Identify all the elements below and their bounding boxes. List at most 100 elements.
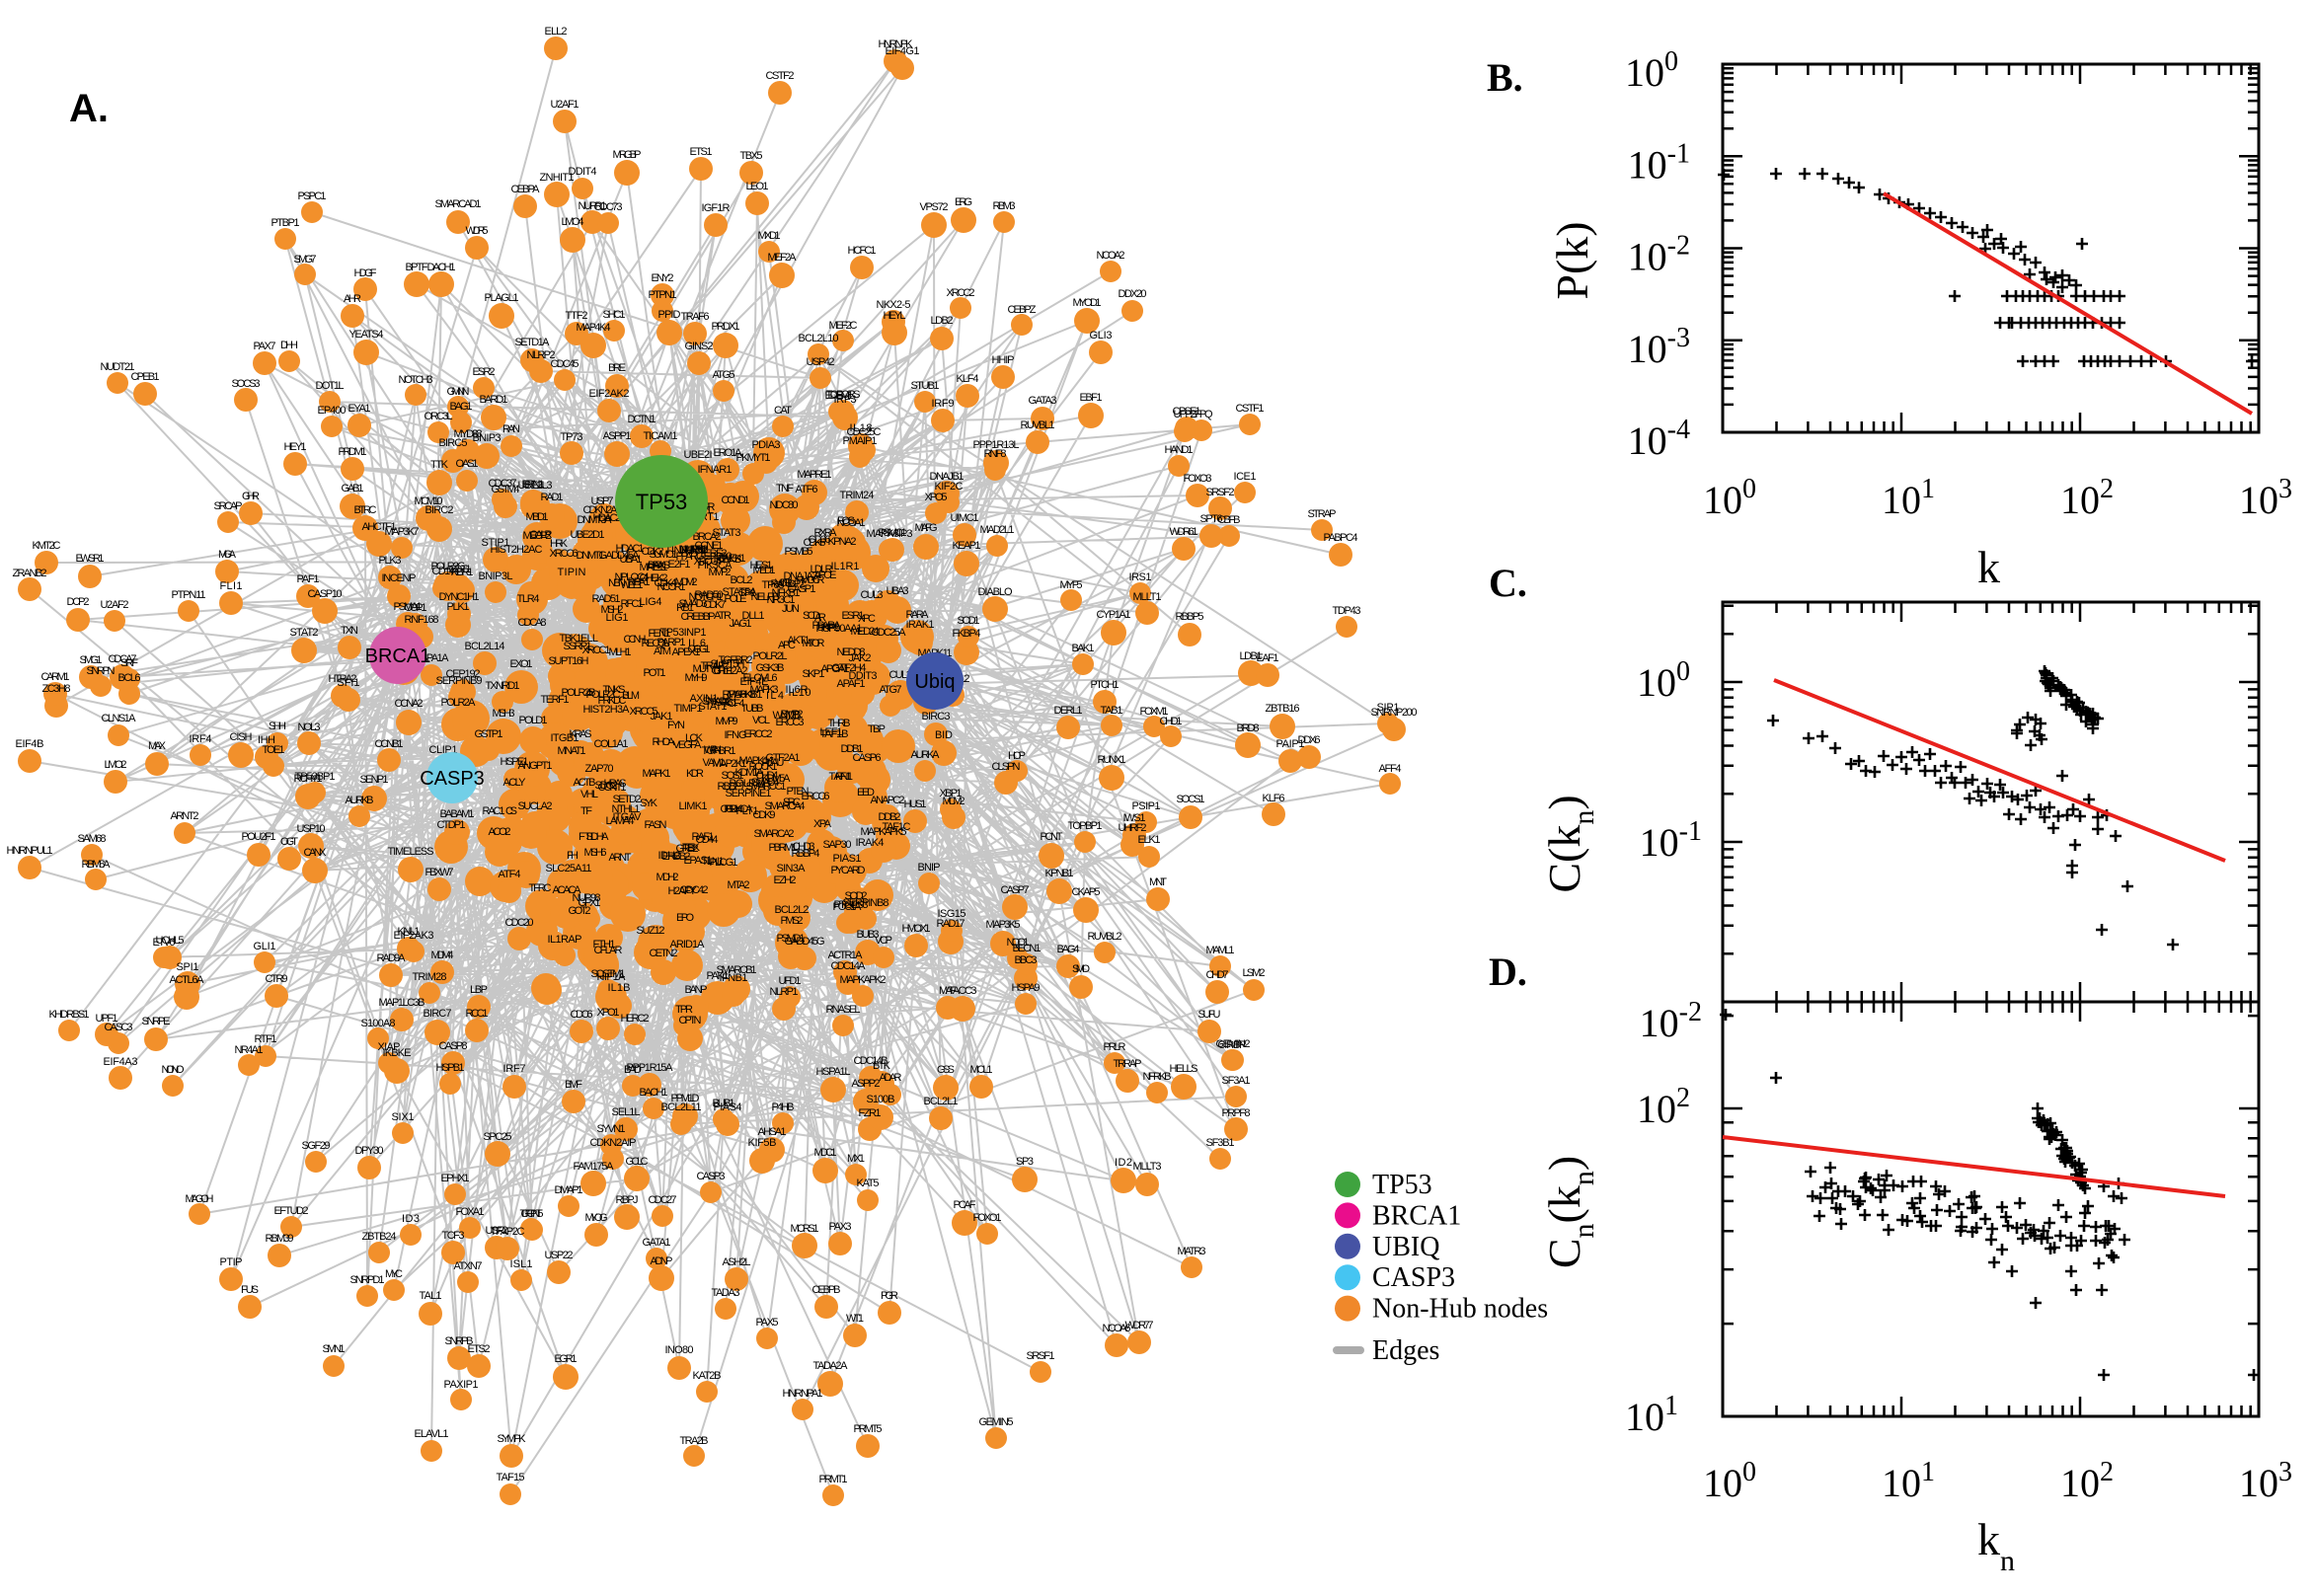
svg-text:NONO: NONO: [162, 1064, 185, 1076]
svg-text:LIG1: LIG1: [606, 612, 629, 624]
svg-text:CHD4: CHD4: [756, 770, 779, 782]
svg-text:CUL1: CUL1: [889, 669, 912, 681]
svg-text:PLK3: PLK3: [379, 555, 402, 567]
svg-text:TUBB: TUBB: [741, 703, 764, 715]
svg-text:LDB2: LDB2: [931, 315, 954, 327]
svg-text:ATG5: ATG5: [713, 369, 735, 381]
svg-text:PSMD1: PSMD1: [777, 933, 806, 945]
svg-text:GCN5: GCN5: [521, 1208, 544, 1220]
svg-text:PTEN: PTEN: [787, 786, 810, 798]
svg-text:USF2: USF2: [486, 1225, 508, 1237]
svg-text:IL4: IL4: [766, 690, 784, 702]
svg-text:TFPT: TFPT: [520, 1208, 543, 1220]
svg-text:SGF29: SGF29: [302, 1140, 331, 1152]
svg-text:NOL3: NOL3: [298, 722, 321, 733]
svg-text:BABAM1: BABAM1: [440, 808, 475, 820]
svg-text:SUCLA2: SUCLA2: [518, 800, 553, 812]
svg-text:GCLC: GCLC: [626, 1156, 649, 1168]
svg-text:ID3: ID3: [402, 1213, 420, 1225]
svg-text:DHH: DHH: [280, 340, 298, 351]
svg-text:ATF6: ATF6: [796, 484, 818, 495]
svg-text:101: 101: [1882, 1457, 1935, 1505]
svg-text:KDM1A: KDM1A: [735, 767, 765, 779]
svg-text:SQSTM1: SQSTM1: [591, 968, 626, 980]
svg-text:CISH: CISH: [230, 731, 253, 743]
svg-text:BRD8: BRD8: [1237, 722, 1260, 734]
svg-text:NCOA6: NCOA6: [1103, 1323, 1131, 1334]
svg-text:JAK2: JAK2: [849, 652, 872, 664]
svg-text:XPA: XPA: [813, 818, 832, 830]
svg-text:BCL2L10: BCL2L10: [799, 333, 839, 344]
svg-text:EPHX1: EPHX1: [441, 1173, 470, 1184]
svg-text:BCL6: BCL6: [118, 672, 141, 684]
svg-text:ETS2: ETS2: [468, 1343, 491, 1355]
svg-text:BIRC7: BIRC7: [424, 1008, 452, 1020]
svg-text:ETS1: ETS1: [690, 146, 713, 158]
svg-text:SKP1: SKP1: [803, 668, 825, 680]
svg-text:SMARCC1: SMARCC1: [746, 781, 787, 793]
svg-text:ARNT: ARNT: [609, 852, 632, 864]
svg-text:RUVBL2: RUVBL2: [1088, 931, 1122, 943]
svg-text:UPF1: UPF1: [96, 1013, 118, 1025]
svg-text:SYVN1: SYVN1: [597, 1123, 626, 1135]
svg-text:GTF2H4: GTF2H4: [832, 662, 867, 674]
svg-text:BIRC5: BIRC5: [439, 437, 468, 449]
svg-text:UHRF1: UHRF1: [679, 544, 708, 556]
svg-text:UBA3: UBA3: [887, 585, 909, 597]
svg-text:CDC14B: CDC14B: [854, 1055, 888, 1067]
svg-text:HDAC1: HDAC1: [616, 543, 645, 555]
svg-text:AHSA1: AHSA1: [758, 1126, 787, 1138]
svg-text:ISL1: ISL1: [510, 1258, 533, 1270]
svg-text:SFI1: SFI1: [338, 677, 360, 689]
svg-text:ISG15: ISG15: [938, 908, 966, 920]
svg-text:CD14: CD14: [432, 566, 455, 577]
svg-text:PGR: PGR: [881, 1290, 898, 1302]
svg-text:AURKA: AURKA: [911, 749, 941, 761]
svg-text:PTPN11: PTPN11: [172, 589, 206, 601]
svg-text:PTBP1: PTBP1: [271, 217, 300, 229]
svg-text:TP63: TP63: [762, 579, 785, 591]
svg-text:RPA1: RPA1: [628, 576, 651, 588]
svg-text:FLT1: FLT1: [736, 805, 759, 817]
svg-text:BRCA2: BRCA2: [693, 531, 722, 543]
svg-text:DCTN1: DCTN1: [628, 414, 656, 425]
svg-text:10-1: 10-1: [1628, 138, 1690, 187]
svg-text:TCF3: TCF3: [442, 1230, 465, 1242]
svg-text:FKBP4: FKBP4: [953, 628, 981, 640]
svg-text:BID: BID: [935, 729, 953, 741]
svg-text:CCNT1: CCNT1: [598, 782, 627, 794]
svg-text:TAF15: TAF15: [497, 1472, 525, 1483]
svg-text:P(k): P(k): [1547, 221, 1597, 299]
svg-text:APOE: APOE: [814, 570, 837, 581]
svg-text:TERF1: TERF1: [541, 694, 570, 706]
svg-text:ROCK1: ROCK1: [749, 761, 778, 773]
svg-text:PBRM1: PBRM1: [769, 842, 798, 854]
svg-text:CYP1A1: CYP1A1: [1097, 609, 1131, 621]
svg-text:HSPA1L: HSPA1L: [816, 1066, 851, 1078]
svg-text:APEX1: APEX1: [672, 646, 701, 658]
svg-text:PIAS1: PIAS1: [833, 853, 862, 865]
svg-text:EIF2AK2: EIF2AK2: [589, 388, 630, 400]
svg-text:MNT: MNT: [1149, 876, 1167, 888]
svg-text:D.: D.: [1489, 950, 1527, 994]
svg-text:KDR: KDR: [686, 768, 704, 780]
svg-text:FBXW7: FBXW7: [425, 867, 454, 878]
svg-text:XPO5: XPO5: [925, 492, 948, 503]
svg-text:DDIT3: DDIT3: [849, 670, 878, 682]
svg-text:BIK: BIK: [873, 1060, 891, 1072]
svg-text:RECQL: RECQL: [642, 638, 670, 649]
svg-text:SPC25: SPC25: [484, 1131, 512, 1143]
svg-text:PRKCA: PRKCA: [725, 803, 754, 815]
svg-text:100: 100: [1703, 1457, 1756, 1505]
svg-text:ERG: ERG: [955, 196, 972, 208]
svg-text:100: 100: [1637, 656, 1690, 705]
svg-text:EIF2AK3: EIF2AK3: [394, 930, 434, 942]
svg-text:U2AF2: U2AF2: [101, 599, 129, 611]
svg-text:MYD88: MYD88: [454, 428, 483, 440]
svg-text:TAF1C: TAF1C: [883, 821, 911, 833]
svg-text:MAX: MAX: [148, 740, 167, 752]
svg-text:ZBTB24: ZBTB24: [362, 1231, 397, 1243]
svg-text:10-1: 10-1: [1640, 816, 1702, 865]
svg-text:FOXA1: FOXA1: [456, 1206, 485, 1218]
svg-text:kn: kn: [1977, 1514, 2015, 1577]
